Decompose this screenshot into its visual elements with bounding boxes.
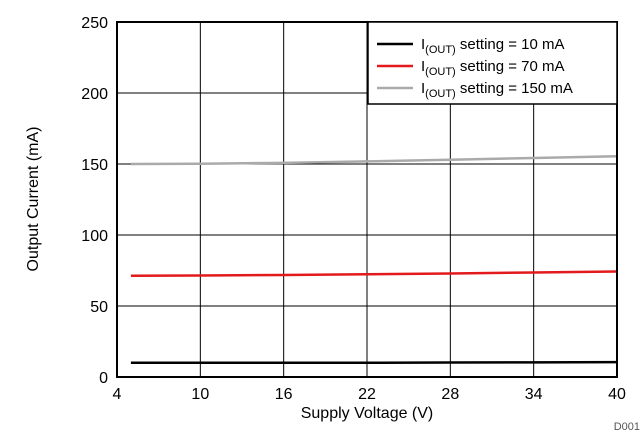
x-axis-title: Supply Voltage (V) [301,405,434,422]
y-axis-title: Output Current (mA) [25,127,42,272]
legend-label-2: I(OUT) setting = 70 mA [421,58,565,78]
x-tick-label: 10 [191,386,209,403]
series-line-1 [130,360,618,365]
y-tick-label: 150 [81,157,108,174]
x-tick-label: 28 [441,386,459,403]
legend-box [367,21,618,105]
figure-id: D001 [614,421,640,433]
y-tick-label: 100 [81,228,108,245]
x-tick-label: 16 [275,386,293,403]
plot-frame [116,21,618,378]
series-line-2 [130,270,618,278]
y-tick-label: 50 [90,299,108,316]
legend: I(OUT) setting = 10 mAI(OUT) setting = 7… [367,21,618,105]
x-tick-label: 4 [113,386,122,403]
legend-label-1: I(OUT) setting = 10 mA [421,36,565,56]
series-lines [130,154,618,365]
legend-label-3: I(OUT) setting = 150 mA [421,80,573,100]
y-tick-label: 200 [81,86,108,103]
x-tick-label: 34 [525,386,543,403]
y-tick-label: 0 [99,370,108,387]
series-line-3 [130,154,618,166]
y-tick-labels: 0 50 100 150 200 250 [81,15,108,387]
x-tick-label: 22 [358,386,376,403]
x-tick-label: 40 [608,386,626,403]
x-tick-labels: 4 10 16 22 28 34 40 [113,386,626,403]
y-tick-label: 250 [81,15,108,32]
